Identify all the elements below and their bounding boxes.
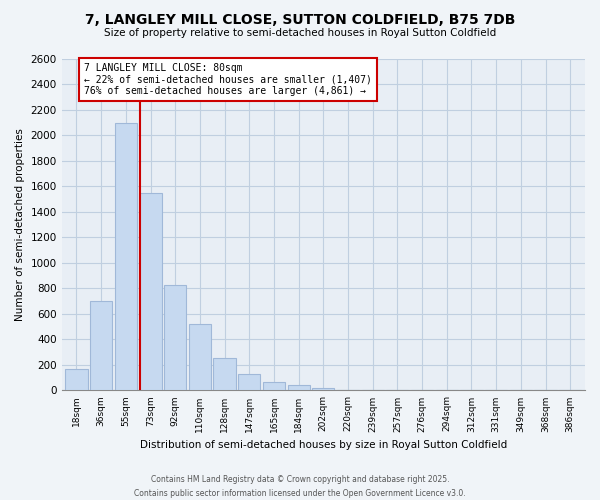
Text: 7 LANGLEY MILL CLOSE: 80sqm
← 22% of semi-detached houses are smaller (1,407)
76: 7 LANGLEY MILL CLOSE: 80sqm ← 22% of sem… (84, 63, 372, 96)
Bar (238, 374, 260, 390)
Bar (214, 358, 236, 390)
Bar (263, 382, 285, 390)
Bar (189, 324, 211, 390)
Bar (164, 284, 187, 391)
Y-axis label: Number of semi-detached properties: Number of semi-detached properties (15, 128, 25, 321)
Bar (115, 122, 137, 390)
Bar (90, 301, 112, 390)
Bar (139, 193, 161, 390)
Bar (287, 384, 310, 390)
X-axis label: Distribution of semi-detached houses by size in Royal Sutton Coldfield: Distribution of semi-detached houses by … (140, 440, 507, 450)
Text: Size of property relative to semi-detached houses in Royal Sutton Coldfield: Size of property relative to semi-detach… (104, 28, 496, 38)
Bar (65, 369, 88, 390)
Text: 7, LANGLEY MILL CLOSE, SUTTON COLDFIELD, B75 7DB: 7, LANGLEY MILL CLOSE, SUTTON COLDFIELD,… (85, 12, 515, 26)
Text: Contains HM Land Registry data © Crown copyright and database right 2025.
Contai: Contains HM Land Registry data © Crown c… (134, 476, 466, 498)
Bar (312, 388, 334, 390)
